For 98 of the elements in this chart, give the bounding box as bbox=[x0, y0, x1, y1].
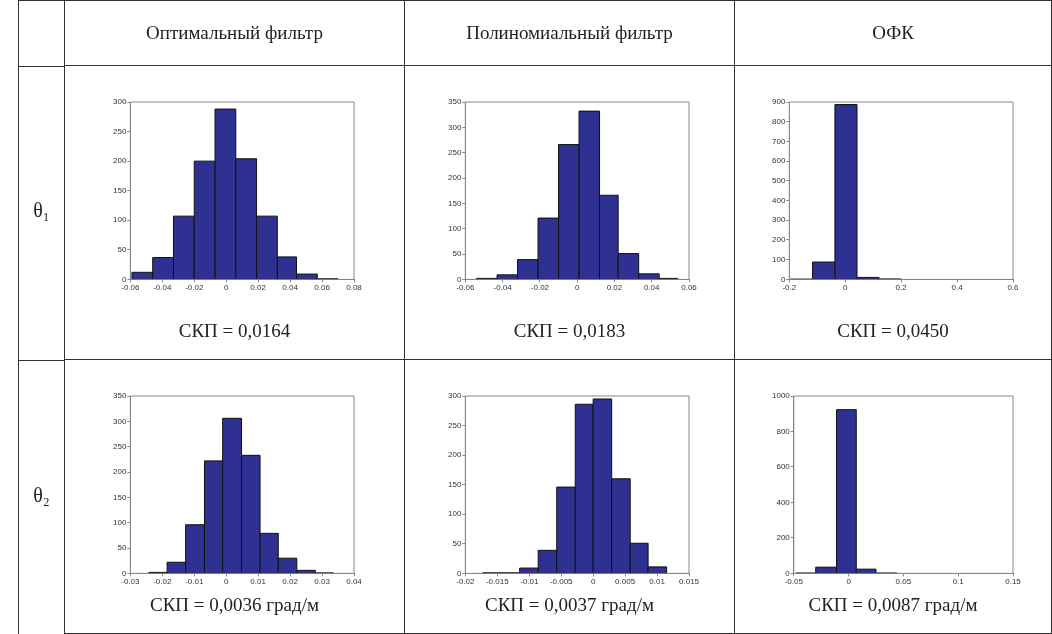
x-tick-label: 0 bbox=[223, 283, 229, 293]
y-tick-label: 250 bbox=[112, 441, 127, 451]
chart-title: Оптимальный фильтр bbox=[65, 0, 404, 66]
x-tick-label: 0.6 bbox=[1006, 283, 1019, 293]
y-tick-label: 0 bbox=[456, 274, 462, 284]
y-tick-label: 150 bbox=[447, 198, 462, 208]
y-tick-label: 200 bbox=[447, 450, 462, 460]
y-tick-label: 0 bbox=[121, 568, 127, 578]
y-tick-label: 100 bbox=[112, 517, 127, 527]
y-tick-label: 200 bbox=[771, 235, 786, 245]
y-tick-label: 400 bbox=[771, 195, 786, 205]
y-tick-label: 300 bbox=[447, 122, 462, 132]
x-tick-label: -0.02 bbox=[530, 283, 550, 293]
y-tick-label: 50 bbox=[117, 543, 127, 553]
y-tick-label: 0 bbox=[121, 274, 127, 284]
x-tick-label: 0.03 bbox=[314, 577, 331, 587]
x-tick-label: 0.04 bbox=[643, 283, 661, 293]
x-tick-label: 0.05 bbox=[895, 577, 912, 587]
x-tick-label: 0.08 bbox=[346, 283, 363, 293]
y-tick-label: 100 bbox=[447, 223, 462, 233]
x-tick-label: 0.4 bbox=[951, 283, 963, 293]
x-tick-label: -0.2 bbox=[781, 283, 797, 293]
y-tick-label: 200 bbox=[112, 467, 127, 477]
text: θ₁ bbox=[32, 199, 51, 222]
x-tick-label: 0.15 bbox=[1004, 577, 1021, 587]
y-tick-label: 350 bbox=[112, 391, 127, 401]
y-tick-label: 400 bbox=[775, 497, 790, 507]
x-tick-label: -0.01 bbox=[520, 577, 539, 587]
y-tick-label: 50 bbox=[117, 245, 127, 255]
y-tick-label: 250 bbox=[447, 420, 462, 430]
text: СКП = 0,0087 град/м bbox=[807, 594, 979, 616]
x-tick-label: 0.04 bbox=[282, 283, 299, 293]
y-tick-label: 150 bbox=[447, 479, 462, 489]
chart-title: Полиномиальный фильтр bbox=[405, 0, 734, 66]
x-tick-label: 0.2 bbox=[895, 283, 907, 293]
y-tick-label: 300 bbox=[112, 416, 127, 426]
x-tick-label: 0 bbox=[590, 577, 596, 587]
x-tick-label: -0.02 bbox=[185, 283, 204, 293]
x-tick-label: 0 bbox=[574, 283, 580, 293]
text: СКП = 0,0164 bbox=[177, 320, 292, 342]
y-tick-label: 800 bbox=[771, 116, 786, 126]
x-tick-label: -0.005 bbox=[549, 577, 574, 587]
y-tick-label: 50 bbox=[452, 539, 462, 549]
x-tick-label: 0 bbox=[845, 577, 851, 587]
x-tick-label: 0.04 bbox=[346, 577, 363, 587]
y-tick-label: 600 bbox=[771, 156, 786, 166]
y-tick-label: 600 bbox=[775, 462, 790, 472]
y-tick-label: 350 bbox=[447, 97, 462, 107]
y-tick-label: 0 bbox=[784, 568, 790, 578]
y-tick-label: 100 bbox=[112, 215, 127, 225]
y-tick-label: 0 bbox=[780, 274, 786, 284]
y-tick-label: 300 bbox=[447, 391, 462, 401]
y-tick-label: 150 bbox=[112, 185, 127, 195]
y-tick-label: 250 bbox=[112, 126, 127, 136]
x-tick-label: 0.015 bbox=[678, 577, 700, 587]
x-tick-label: -0.06 bbox=[456, 283, 476, 293]
y-tick-label: 300 bbox=[771, 215, 786, 225]
y-tick-label: 250 bbox=[447, 147, 462, 157]
y-tick-label: 800 bbox=[775, 426, 790, 436]
x-tick-label: 0.02 bbox=[250, 283, 267, 293]
text: СКП = 0,0036 град/м bbox=[149, 594, 320, 616]
chart-title: ОФК bbox=[735, 0, 1051, 66]
x-tick-label: 0.1 bbox=[952, 577, 964, 587]
x-tick-label: -0.015 bbox=[485, 577, 510, 587]
y-tick-label: 200 bbox=[775, 533, 790, 543]
x-tick-label: 0.01 bbox=[649, 577, 666, 587]
y-tick-label: 150 bbox=[112, 492, 127, 502]
x-tick-label: 0.06 bbox=[681, 283, 698, 293]
x-tick-label: -0.02 bbox=[456, 577, 476, 587]
x-tick-label: -0.01 bbox=[185, 577, 204, 587]
text: θ₂ bbox=[32, 484, 51, 507]
x-tick-label: 0.06 bbox=[314, 283, 331, 293]
x-tick-label: 0 bbox=[842, 283, 848, 293]
y-tick-label: 900 bbox=[771, 97, 786, 107]
x-tick-label: 0.01 bbox=[250, 577, 267, 587]
y-tick-label: 100 bbox=[447, 509, 462, 519]
y-tick-label: 200 bbox=[112, 156, 127, 166]
y-tick-label: 700 bbox=[771, 136, 786, 146]
x-tick-label: 0.02 bbox=[282, 577, 299, 587]
x-tick-label: 0.02 bbox=[606, 283, 623, 293]
x-tick-label: -0.05 bbox=[784, 577, 803, 587]
x-tick-label: -0.04 bbox=[493, 283, 513, 293]
x-tick-label: 0 bbox=[223, 577, 229, 587]
x-tick-label: 0.005 bbox=[615, 577, 636, 587]
x-tick-label: -0.02 bbox=[153, 577, 172, 587]
text: СКП = 0,0037 град/м bbox=[484, 594, 655, 616]
y-tick-label: 100 bbox=[771, 254, 786, 264]
x-tick-label: -0.03 bbox=[121, 577, 141, 587]
y-tick-label: 0 bbox=[456, 568, 462, 578]
y-tick-label: 1000 bbox=[771, 391, 790, 401]
text: СКП = 0,0450 bbox=[836, 320, 950, 342]
y-tick-label: 50 bbox=[452, 249, 462, 259]
y-tick-label: 500 bbox=[771, 176, 786, 186]
text: СКП = 0,0183 bbox=[512, 320, 627, 342]
y-tick-label: 200 bbox=[447, 173, 462, 183]
x-tick-label: -0.06 bbox=[121, 283, 141, 293]
x-tick-label: -0.04 bbox=[153, 283, 172, 293]
y-tick-label: 300 bbox=[112, 97, 127, 107]
